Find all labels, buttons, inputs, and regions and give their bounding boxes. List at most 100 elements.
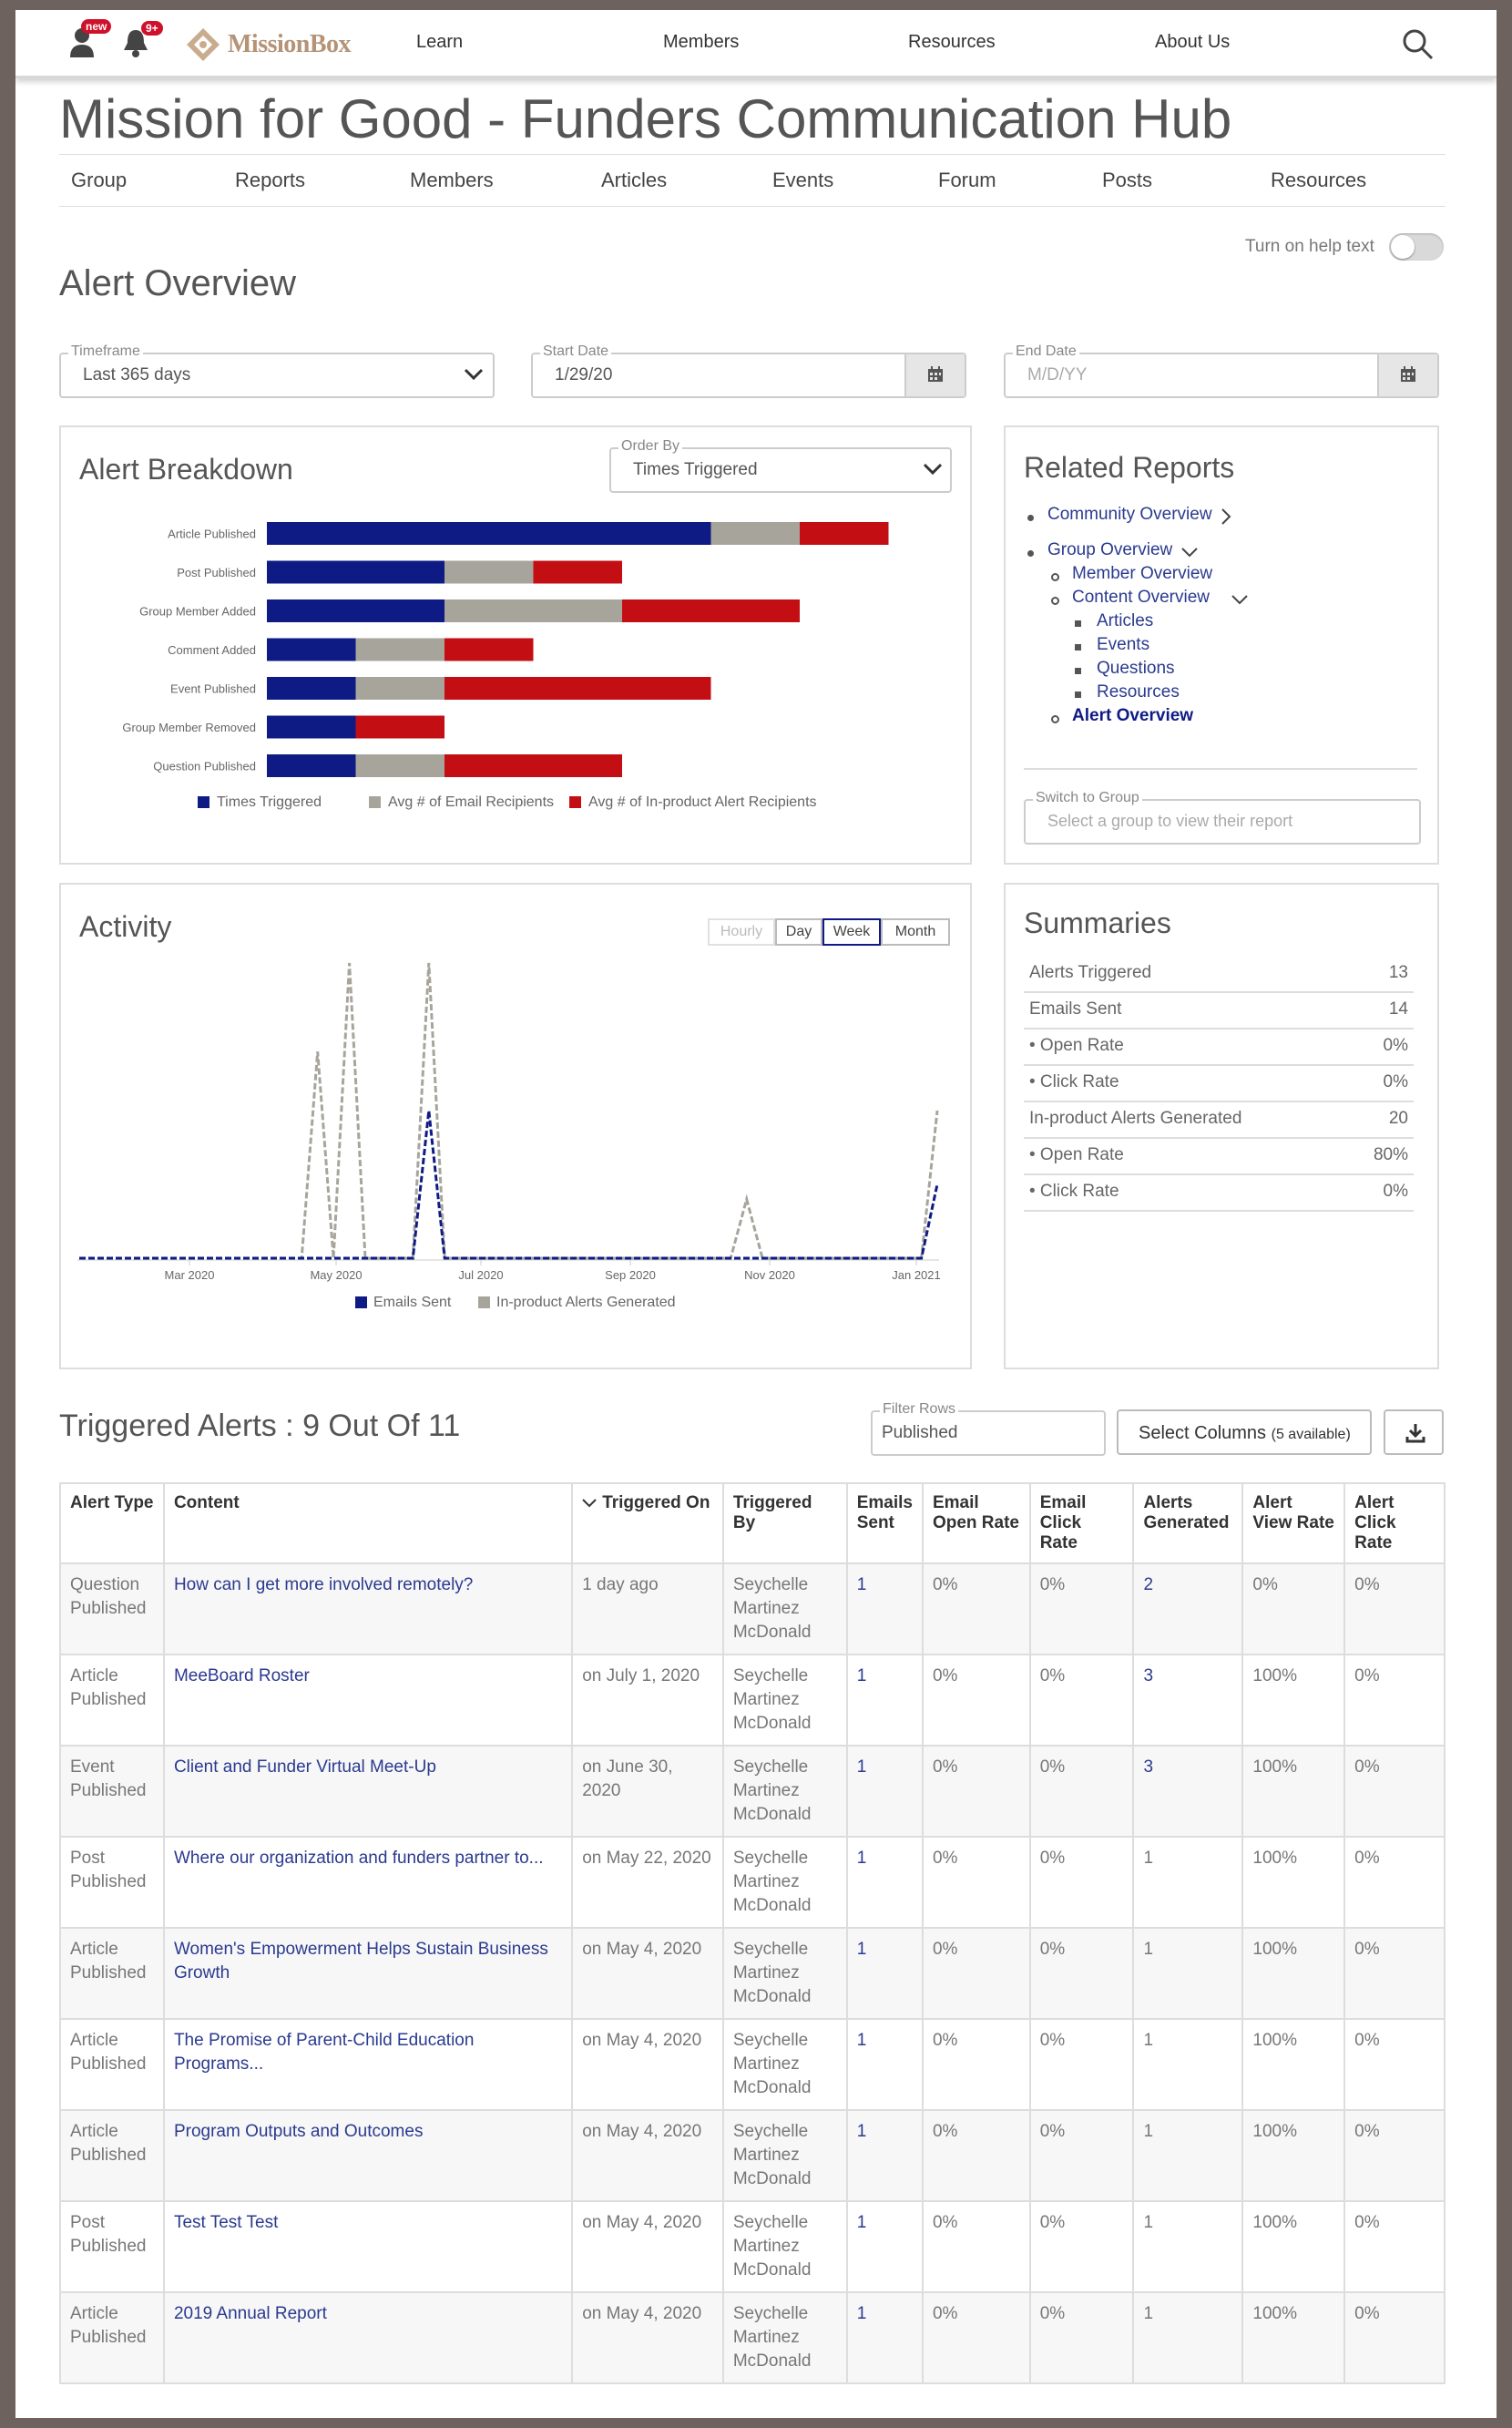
filter-rows-input[interactable]: Filter Rows Published: [871, 1401, 1106, 1456]
table-cell[interactable]: 1: [845, 2200, 924, 2293]
category-label: Group Member Removed: [122, 721, 256, 734]
series-line: [79, 962, 939, 1260]
subnav-articles[interactable]: Articles: [601, 169, 668, 191]
column-header[interactable]: Alert Type: [59, 1482, 165, 1564]
legend-label: Avg # of In-product Alert Recipients: [588, 794, 817, 810]
section-title: Alert Overview: [59, 263, 297, 303]
column-header[interactable]: Alert View Rate: [1241, 1482, 1346, 1564]
order-by-select[interactable]: Order By Times Triggered: [609, 438, 952, 493]
granularity-month-button[interactable]: Month: [881, 918, 950, 946]
table-cell[interactable]: Test Test Test: [162, 2200, 574, 2293]
summary-label: • Click Rate: [1029, 1182, 1119, 1201]
x-tick-label: Jul 2020: [458, 1268, 503, 1282]
subnav-posts[interactable]: Posts: [1102, 169, 1153, 191]
table-cell[interactable]: 1: [845, 1745, 924, 1838]
bell-icon[interactable]: [122, 28, 149, 62]
column-header[interactable]: Content: [162, 1482, 574, 1564]
nav-learn[interactable]: Learn: [416, 32, 464, 52]
summary-row: • Click Rate 0%: [1024, 1174, 1414, 1212]
table-cell[interactable]: How can I get more involved remotely?: [162, 1562, 574, 1655]
link-articles[interactable]: Articles: [1097, 611, 1154, 630]
order-by-label: Order By: [618, 438, 683, 455]
table-cell: Seychelle Martinez McDonald: [721, 2200, 848, 2293]
table-cell: Question Published: [59, 1562, 165, 1655]
list-bullet: [1075, 644, 1081, 651]
link-resources[interactable]: Resources: [1097, 682, 1180, 702]
table-cell[interactable]: Where our organization and funders partn…: [162, 1836, 574, 1929]
table-cell[interactable]: Program Outputs and Outcomes: [162, 2109, 574, 2202]
table-cell[interactable]: 1: [845, 2018, 924, 2111]
table-cell[interactable]: 1: [845, 1927, 924, 2020]
list-bullet: [1027, 515, 1034, 521]
table-row: Post Published Where our organization and…: [59, 1836, 1446, 1929]
link-member-overview[interactable]: Member Overview: [1072, 564, 1213, 583]
filter-rows-value: Published: [882, 1423, 958, 1442]
granularity-hourly-button[interactable]: Hourly: [708, 918, 775, 946]
table-cell[interactable]: 3: [1132, 1745, 1244, 1838]
page-frame: new 9+ MissionBox Learn Members Resource…: [15, 10, 1497, 2418]
table-cell[interactable]: 3: [1132, 1654, 1244, 1747]
column-header[interactable]: Triggered On: [571, 1482, 724, 1564]
subnav-group[interactable]: Group: [71, 169, 128, 191]
subnav-reports[interactable]: Reports: [235, 169, 306, 191]
table-cell: 100%: [1241, 2109, 1346, 2202]
switch-group-input[interactable]: Switch to Group Select a group to view t…: [1024, 790, 1421, 845]
search-icon[interactable]: [1402, 28, 1435, 66]
table-cell[interactable]: The Promise of Parent-Child Education Pr…: [162, 2018, 574, 2111]
start-date-field[interactable]: Start Date 1/29/20: [531, 343, 966, 398]
end-date-field[interactable]: End Date M/D/YY: [1004, 343, 1439, 398]
subnav-events[interactable]: Events: [772, 169, 834, 191]
link-questions[interactable]: Questions: [1097, 659, 1175, 678]
granularity-week-button[interactable]: Week: [822, 918, 881, 946]
column-header[interactable]: Triggered By: [721, 1482, 848, 1564]
bar-segment: [533, 560, 622, 584]
subnav-resources[interactable]: Resources: [1271, 169, 1367, 191]
subnav-members[interactable]: Members: [410, 169, 494, 191]
column-header-label: Triggered On: [602, 1493, 710, 1512]
granularity-day-button[interactable]: Day: [775, 918, 822, 946]
column-header[interactable]: Alert Click Rate: [1343, 1482, 1446, 1564]
table-cell[interactable]: 2019 Annual Report: [162, 2291, 574, 2384]
column-header[interactable]: Alerts Generated: [1132, 1482, 1244, 1564]
nav-resources[interactable]: Resources: [908, 32, 996, 52]
link-alert-overview-active[interactable]: Alert Overview: [1072, 706, 1194, 725]
chevron-right-icon[interactable]: [1221, 507, 1231, 526]
select-columns-label: Select Columns (5 available): [1139, 1423, 1351, 1444]
link-group-overview[interactable]: Group Overview: [1047, 540, 1173, 559]
chevron-down-icon[interactable]: [1231, 594, 1249, 605]
summary-value: 13: [1388, 963, 1408, 982]
missionbox-logo-icon[interactable]: [185, 26, 221, 67]
download-button[interactable]: [1384, 1409, 1444, 1455]
column-header[interactable]: Emails Sent: [845, 1482, 924, 1564]
table-cell[interactable]: 1: [845, 1836, 924, 1929]
table-cell[interactable]: 2: [1132, 1562, 1244, 1655]
table-cell[interactable]: 1: [845, 2109, 924, 2202]
bar-segment: [355, 677, 444, 700]
table-cell[interactable]: Women's Empowerment Helps Sustain Busine…: [162, 1927, 574, 2020]
table-cell[interactable]: 1: [845, 1654, 924, 1747]
summary-label: • Open Rate: [1029, 1145, 1124, 1164]
table-cell: 100%: [1241, 1927, 1346, 2020]
table-cell[interactable]: MeeBoard Roster: [162, 1654, 574, 1747]
nav-members[interactable]: Members: [663, 32, 740, 52]
alert-breakdown-card: Alert Breakdown Order By Times Triggered…: [59, 425, 972, 865]
list-bullet: [1075, 620, 1081, 627]
help-text-toggle[interactable]: [1389, 233, 1444, 261]
link-community-overview[interactable]: Community Overview: [1047, 505, 1212, 524]
summaries-card: Summaries Alerts Triggered 13 Emails Sent 1…: [1004, 883, 1439, 1369]
column-header[interactable]: Email Open Rate: [921, 1482, 1031, 1564]
link-events[interactable]: Events: [1097, 635, 1150, 654]
end-date-calendar-button[interactable]: [1377, 354, 1437, 396]
table-cell[interactable]: Client and Funder Virtual Meet-Up: [162, 1745, 574, 1838]
chevron-down-icon[interactable]: [1180, 547, 1199, 558]
table-cell[interactable]: 1: [845, 2291, 924, 2384]
nav-about-us[interactable]: About Us: [1155, 32, 1231, 52]
logo-text[interactable]: MissionBox: [228, 30, 352, 58]
subnav-forum[interactable]: Forum: [938, 169, 996, 191]
table-cell[interactable]: 1: [845, 1562, 924, 1655]
link-content-overview[interactable]: Content Overview: [1072, 588, 1211, 607]
timeframe-select[interactable]: Timeframe Last 365 days: [59, 343, 495, 398]
column-header[interactable]: Email Click Rate: [1028, 1482, 1135, 1564]
start-date-calendar-button[interactable]: [904, 354, 965, 396]
select-columns-button[interactable]: Select Columns (5 available): [1117, 1409, 1372, 1455]
